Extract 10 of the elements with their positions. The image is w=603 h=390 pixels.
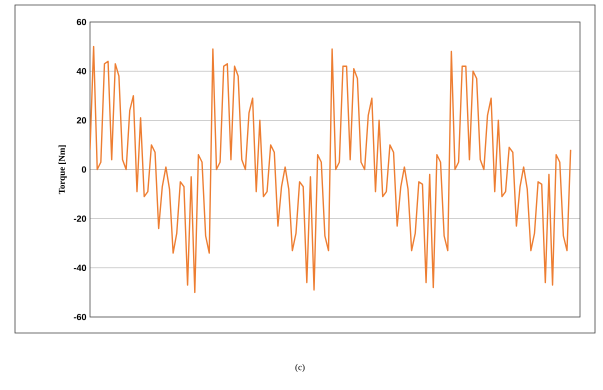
y-tick-label: -60 [74, 314, 86, 320]
y-tick-label: 60 [76, 18, 86, 26]
y-tick-label: 20 [76, 117, 86, 124]
line-series [90, 46, 572, 294]
y-tick-label: -40 [74, 264, 86, 272]
y-tick-label: -20 [74, 215, 86, 222]
text: (c) [295, 364, 305, 372]
y-tick-label: 0 [82, 166, 86, 173]
y-axis-title: Torque [Nm] [58, 145, 67, 194]
y-tick-label: 40 [76, 68, 86, 74]
